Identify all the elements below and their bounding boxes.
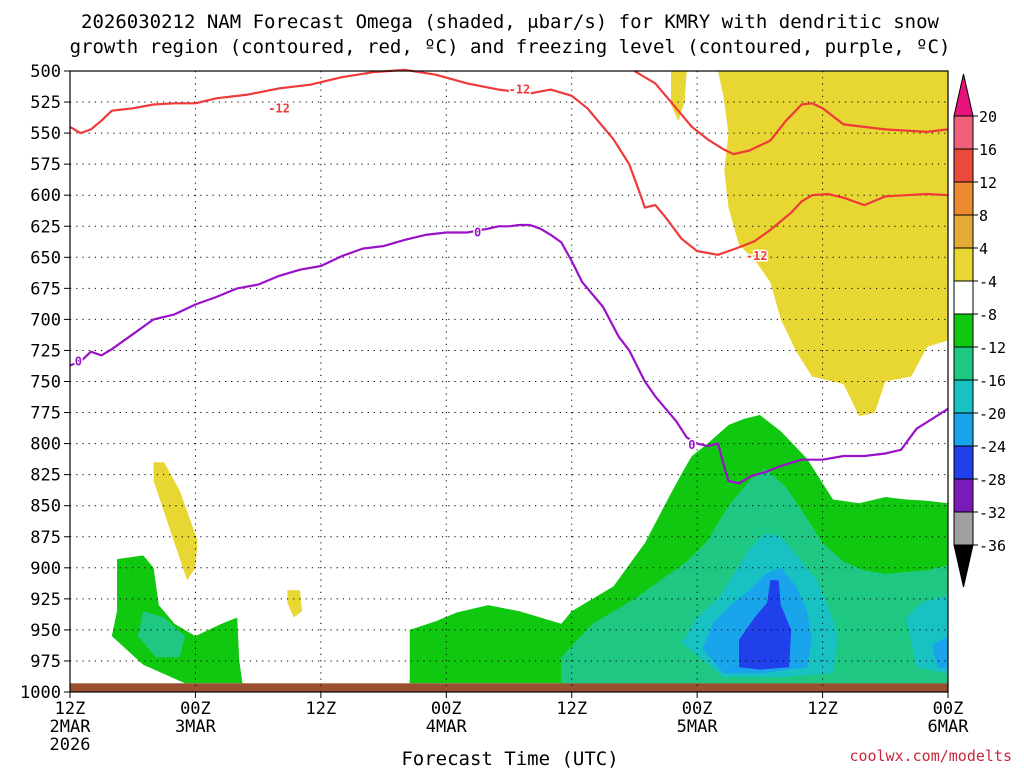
y-tick-label-5: 625 [30,217,61,237]
pressure-axis: 500 525 550 575 600 625 650 675 700 725 750 775 800 8… [20,62,70,703]
colorbar-swatch-11 [953,478,974,513]
x-tick-label-2-0: 12Z [305,699,336,719]
x-tick-label-5-0: 00Z [682,699,713,719]
y-tick-label-16: 900 [30,559,61,579]
colorbar-label-1: 16 [979,141,997,159]
y-tick-label-11: 775 [30,404,61,424]
grid-layer [70,71,948,692]
colorbar-swatch-0 [953,115,974,150]
dgz-contour-label-2: -12 [746,249,768,263]
y-tick-label-12: 800 [30,435,61,455]
omega-region-4 [153,462,198,581]
x-axis-title: Forecast Time (UTC) [401,748,618,768]
colorbar-label-8: -16 [979,372,1006,390]
colorbar-swatch-4 [953,247,974,282]
omega-region-13 [932,636,948,670]
omega-region-8 [137,611,185,658]
colorbar-label-11: -28 [979,471,1006,489]
x-tick-label-1-0: 00Z [180,699,211,719]
omega-region-2 [671,71,687,121]
x-tick-label-0-1: 2MAR [50,717,92,737]
freezing-contour-label-1: 0 [474,225,481,239]
y-tick-label-10: 750 [30,373,61,393]
colorbar-swatch-last [953,511,974,546]
y-tick-label-2: 550 [30,124,61,144]
ground-strip [70,683,948,692]
omega-region-6 [111,555,243,684]
colorbar-swatch-5 [953,280,974,315]
x-tick-label-1-1: 3MAR [175,717,217,737]
y-tick-label-1: 525 [30,93,61,113]
colorbar-label-7: -12 [979,339,1006,357]
colorbar-label-6: -8 [979,306,997,324]
omega-region-3 [712,71,948,417]
dgz-minus12-contour-0 [69,68,949,256]
x-tick-label-0-0: 12Z [55,699,86,719]
omega-region-5 [287,590,302,618]
x-tick-label-3-0: 00Z [431,699,462,719]
ground-layer [70,683,948,692]
y-tick-label-6: 650 [30,248,61,268]
y-tick-label-9: 725 [30,341,61,361]
colorbar-bottom-arrow [953,544,974,588]
colorbar-swatch-1 [953,148,974,183]
colorbar-label-10: -24 [979,438,1006,456]
x-tick-label-5-1: 5MAR [677,717,719,737]
x-tick-label-3-1: 4MAR [426,717,468,737]
colorbar-label-13: -36 [979,537,1006,555]
colorbar-swatch-2 [953,181,974,216]
y-tick-label-8: 700 [30,310,61,330]
y-tick-label-20: 1000 [20,683,61,703]
colorbar-label-9: -20 [979,405,1006,423]
contour-layer: -12 -12 -12 0 0 0 [69,68,949,485]
y-tick-label-17: 925 [30,590,61,610]
y-tick-label-0: 500 [30,62,61,82]
colorbar-label-12: -32 [979,504,1006,522]
x-tick-label-0-2: 2026 [50,735,91,755]
colorbar-label-3: 8 [979,207,988,225]
y-tick-label-3: 575 [30,155,61,175]
credit-link[interactable]: coolwx.com/modelts [849,747,1012,765]
colorbar-label-0: 20 [979,108,997,126]
colorbar-top-arrow [953,73,974,117]
x-tick-label-6-0: 12Z [807,699,838,719]
y-tick-label-7: 675 [30,279,61,299]
colorbar-swatch-9 [953,412,974,447]
colorbar-swatch-6 [953,313,974,348]
colorbar-label-4: 4 [979,240,988,258]
dgz-minus12-contour-1 [633,70,949,156]
freezing-contour-label-0: 0 [75,355,82,369]
x-tick-label-7-0: 00Z [933,699,964,719]
freezing-level-contour [69,223,949,485]
x-tick-label-4-0: 12Z [556,699,587,719]
dgz-contour-label-1: -12 [509,83,531,97]
colorbar-label-2: 12 [979,174,997,192]
y-tick-label-13: 825 [30,466,61,486]
omega-shading-layer [111,71,948,684]
freezing-contour-label-2: 0 [688,438,695,452]
dgz-contour-label-0: -12 [268,101,290,115]
omega-region-14 [739,580,792,670]
y-tick-label-18: 950 [30,621,61,641]
colorbar-swatch-7 [953,346,974,381]
colorbar-swatch-3 [953,214,974,249]
y-tick-label-19: 975 [30,652,61,672]
chart-title-line-1: 2026030212 NAM Forecast Omega (shaded, μ… [81,11,939,33]
x-tick-label-7-1: 6MAR [928,717,970,737]
colorbar-swatch-10 [953,445,974,480]
y-tick-label-14: 850 [30,497,61,517]
chart-title-line-2: growth region (contoured, red, ºC) and f… [70,36,951,58]
y-tick-label-4: 600 [30,186,61,206]
colorbar-swatch-8 [953,379,974,414]
colorbar-legend: 20 16 12 8 4 -4 -8 -12 -16 -20 -24 -28 -32 -36 [953,73,1006,588]
colorbar-label-5: -4 [979,273,997,291]
y-tick-label-15: 875 [30,528,61,548]
